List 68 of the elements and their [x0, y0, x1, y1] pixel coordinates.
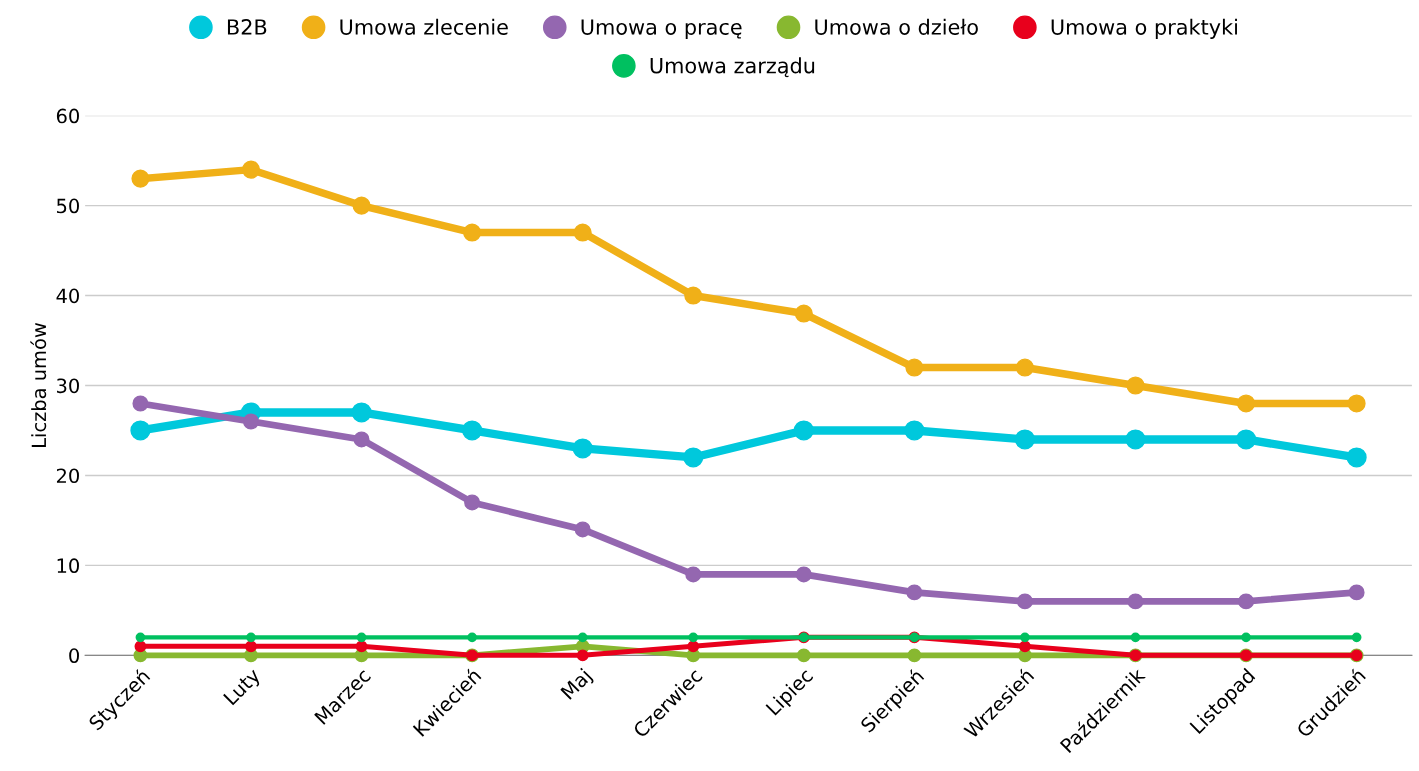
point: [1126, 376, 1145, 395]
point: [1125, 429, 1146, 450]
point: [574, 521, 591, 538]
point: [796, 648, 811, 663]
point: [687, 640, 700, 653]
point: [576, 649, 589, 662]
point: [1237, 394, 1256, 413]
point: [462, 420, 483, 441]
legend-label: Umowa o praktyki: [1051, 18, 1237, 39]
legend-label: B2B: [227, 19, 267, 35]
point: [1235, 429, 1257, 450]
point: [464, 494, 481, 511]
point: [904, 420, 925, 441]
point: [351, 402, 372, 423]
legend-label: Umowa o dzieło: [815, 18, 978, 35]
point: [1020, 632, 1030, 643]
point: [131, 169, 150, 188]
point: [577, 632, 588, 643]
point: [1238, 593, 1255, 610]
point: [246, 632, 256, 643]
point: [684, 286, 703, 305]
point: [572, 438, 593, 459]
point: [1127, 593, 1144, 610]
point: [1351, 632, 1362, 643]
y-tick-label: 10: [57, 558, 79, 574]
point: [352, 196, 371, 215]
y-tick-label: 30: [57, 378, 79, 394]
point: [130, 420, 151, 441]
point: [1130, 632, 1141, 643]
y-tick-label: 20: [56, 468, 79, 484]
y-axis-title: Liczba umów: [30, 323, 47, 447]
point: [355, 640, 368, 653]
point: [1015, 358, 1034, 377]
y-tick-label: 0: [69, 648, 79, 664]
point: [795, 566, 812, 583]
legend-label: Umowa zarządu: [650, 57, 815, 78]
point: [906, 584, 923, 601]
legend-label: Umowa o pracę: [581, 19, 742, 39]
point: [794, 304, 813, 323]
point: [463, 223, 482, 242]
x-tick-label: Maj: [559, 667, 595, 703]
point: [241, 160, 261, 179]
point: [685, 566, 702, 583]
point: [1347, 394, 1366, 413]
point: [573, 223, 592, 242]
point: [356, 632, 367, 643]
point: [905, 358, 924, 377]
point: [1241, 632, 1251, 643]
y-tick-label: 60: [56, 108, 79, 124]
legend-label: Umowa zlecenie: [340, 18, 508, 35]
point: [134, 640, 147, 653]
point: [467, 632, 477, 643]
point: [1016, 593, 1033, 610]
y-tick-label: 40: [56, 288, 79, 304]
point: [688, 632, 699, 643]
point: [132, 395, 149, 412]
point: [135, 632, 146, 643]
point: [242, 413, 259, 430]
point: [353, 431, 370, 448]
y-tick-label: 50: [57, 198, 79, 214]
point: [907, 648, 922, 663]
point: [1019, 640, 1031, 653]
point: [1346, 447, 1367, 468]
point: [1014, 429, 1036, 450]
point: [245, 640, 257, 653]
point: [1348, 584, 1365, 601]
point: [793, 420, 814, 441]
point: [683, 447, 704, 468]
